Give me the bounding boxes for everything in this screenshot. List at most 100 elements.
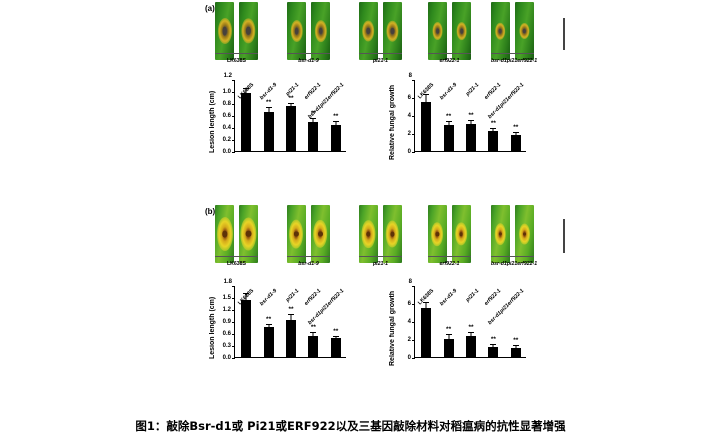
lesion-center	[390, 231, 395, 237]
leaf-image	[287, 2, 306, 60]
y-axis-tick-label: 0.6	[222, 331, 231, 337]
bar	[510, 134, 521, 151]
y-axis-tick-label: 4	[407, 113, 411, 119]
lesion-center	[221, 230, 228, 238]
significance-marker: **	[310, 324, 316, 331]
lesion-spot	[386, 20, 399, 42]
bar	[421, 307, 432, 357]
panel-a-fungal-growth-chart: Relative fungal growth 0 2 4 6 8 LK638S bsr-d1-…	[389, 72, 565, 182]
lesion-spot	[313, 219, 328, 249]
significance-marker: **	[333, 328, 339, 335]
y-axis-tick-label: 1.8	[223, 279, 232, 285]
scale-bar	[563, 18, 565, 50]
error-bar	[470, 120, 472, 124]
significance-marker: **	[490, 336, 496, 344]
bar	[465, 124, 476, 151]
bar-group: **	[482, 285, 504, 357]
error-bar	[312, 333, 314, 337]
error-bar	[448, 122, 450, 125]
leaf-image	[428, 2, 447, 60]
error-bar-cap	[423, 94, 430, 96]
lesion-center	[222, 26, 227, 36]
lesion-center	[318, 231, 323, 237]
bar	[263, 327, 274, 357]
lesion-spot	[455, 222, 468, 246]
panel-a-leaf-photos: LK638S bsr-d1-9 pi21-1 erf922-1 bsr-d1pi21er…	[215, 2, 565, 64]
y-axis-tick	[411, 98, 415, 99]
error-bar	[268, 108, 270, 112]
panel-b-fungal-growth-chart: Relative fungal growth 0 2 4 6 8 LK638S bsr-d1-…	[389, 278, 565, 390]
bar-group	[235, 79, 257, 151]
lesion-center	[245, 230, 252, 238]
error-bar	[335, 337, 337, 339]
lesion-center	[318, 27, 323, 35]
lesion-center	[498, 232, 502, 236]
error-bar	[492, 345, 494, 348]
bar	[285, 106, 296, 151]
significance-marker: **	[490, 119, 496, 127]
leaf-group-underline	[359, 53, 402, 54]
leaf-group-underline	[287, 256, 330, 257]
error-bar	[492, 128, 494, 132]
error-bar-cap	[332, 336, 339, 337]
bar-group: **	[302, 79, 324, 151]
leaf-group-label: bsr-d1pi21erf922-1	[491, 58, 538, 64]
leaf-image	[287, 205, 306, 263]
y-axis-tick-label: 0.2	[222, 137, 231, 143]
lesion-center	[435, 232, 440, 236]
bar	[241, 299, 252, 357]
y-axis-tick	[231, 358, 235, 359]
leaf-group-underline	[428, 53, 471, 54]
y-axis-tick-label: 6	[407, 301, 411, 307]
bar	[510, 347, 521, 357]
y-axis-tick	[411, 152, 415, 153]
leaf-group-label: pi21-1	[373, 58, 388, 64]
leaf-group-label: erf922-1	[439, 261, 460, 267]
leaf-group-erf922-1: erf922-1	[428, 205, 486, 267]
leaf-image	[491, 2, 510, 60]
leaf-image	[239, 2, 258, 60]
leaf-group-lk638s: LK638S	[215, 2, 277, 64]
bar-group: **	[302, 285, 324, 357]
bar	[263, 112, 274, 151]
significance-marker: **	[468, 323, 474, 331]
error-bar	[245, 88, 247, 93]
lesion-spot	[361, 220, 376, 248]
bar	[285, 320, 296, 357]
lesion-spot	[217, 18, 232, 44]
lesion-spot	[362, 20, 375, 42]
error-bar	[245, 294, 247, 300]
bar-group: **	[482, 79, 504, 151]
panel-b-lesion-length-chart: Lesion length (cm)0.00.30.60.91.21.51.8L…	[209, 278, 385, 390]
leaf-image	[383, 2, 402, 60]
error-bar-cap	[490, 127, 497, 129]
y-axis-tick-label: 1.5	[222, 295, 231, 301]
y-axis-tick	[411, 116, 415, 117]
significance-marker: **	[310, 109, 316, 117]
error-bar	[335, 121, 337, 125]
lesion-spot	[385, 220, 400, 248]
error-bar-cap	[423, 301, 430, 303]
figure-caption: 图1：敲除Bsr-d1或 Pi21或ERF922以及三基因敲除材料对稻瘟病的抗性…	[135, 419, 566, 433]
lesion-center	[460, 28, 463, 34]
bar-group	[415, 79, 437, 151]
leaf-group-erf922-1: erf922-1	[428, 2, 486, 64]
error-bar	[515, 346, 517, 348]
lesion-center	[522, 232, 526, 236]
y-axis-tick-label: 0.8	[222, 101, 231, 107]
y-axis-tick-label: 0	[407, 149, 411, 155]
bar-group: **	[257, 79, 279, 151]
y-axis-tick-label: 0	[407, 355, 411, 361]
panel-a-letter: (a)	[205, 4, 215, 13]
lesion-spot	[519, 223, 530, 245]
bar-group: **	[505, 285, 527, 357]
y-axis-tick-label: 0.6	[222, 113, 231, 119]
leaf-group-underline	[491, 256, 534, 257]
y-axis-tick	[231, 92, 235, 93]
bar-group: **	[280, 285, 302, 357]
y-axis-label: Relative fungal growth	[389, 84, 396, 160]
y-axis-tick	[411, 358, 415, 359]
y-axis-tick	[231, 128, 235, 129]
error-bar	[448, 334, 450, 339]
